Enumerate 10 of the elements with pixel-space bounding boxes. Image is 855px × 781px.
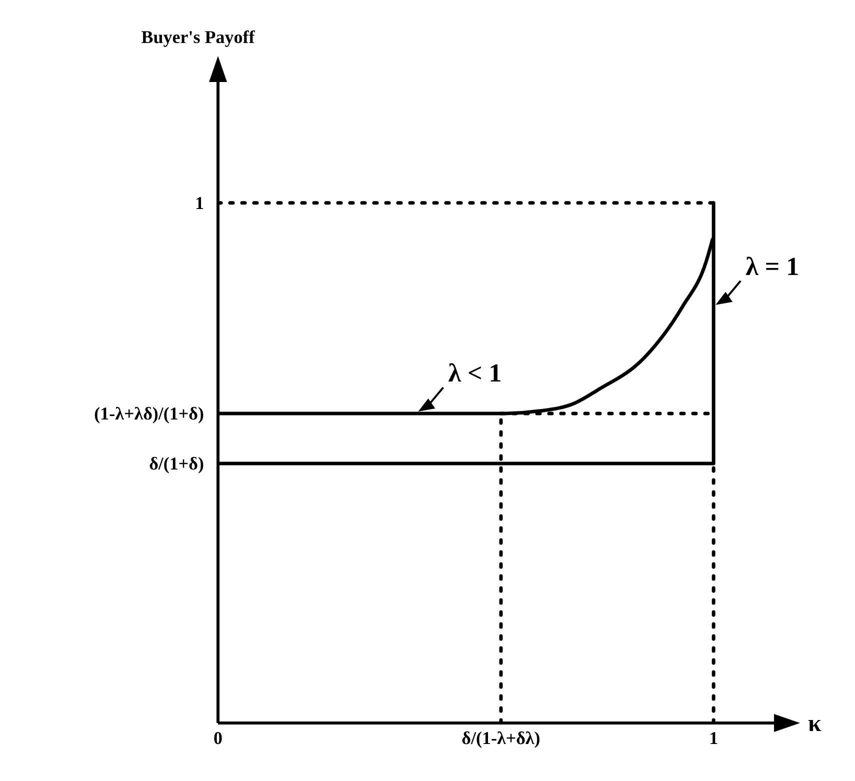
x-tick-label: δ/(1-λ+δλ) [462, 728, 540, 748]
x-axis-title: κ [808, 711, 822, 737]
text: Buyer's Payoff [141, 27, 256, 47]
annotation: δ/(1+δ) [149, 453, 204, 474]
annotation: 1 [195, 192, 204, 213]
annotation: λ < 1 [448, 358, 502, 388]
annotation: λ = 1 [746, 252, 800, 281]
annotation: (1-λ+λδ)/(1+δ) [94, 404, 204, 424]
x-tick-label: 0 [214, 728, 222, 748]
x-tick-label: 1 [709, 728, 718, 748]
